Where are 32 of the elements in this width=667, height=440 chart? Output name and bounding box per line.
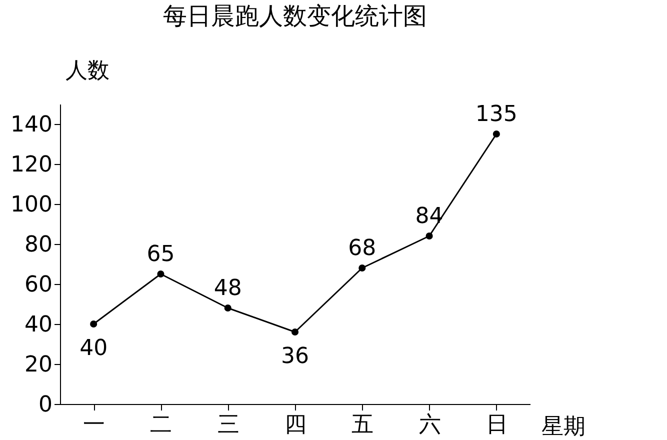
x-tick-label: 日 [486,412,508,438]
data-label: 65 [146,242,175,267]
y-tick-label: 0 [38,392,52,418]
data-label: 40 [80,336,108,361]
y-tick-label: 40 [24,312,52,338]
x-tick-label: 六 [418,412,441,438]
y-tick-label: 100 [10,192,52,218]
point [358,264,366,272]
point [157,270,164,278]
chart-title: 每日晨跑人数变化统计图 [163,2,427,30]
data-label: 48 [214,276,242,301]
y-tick-label: 120 [10,152,52,178]
point [492,130,500,138]
x-axis-title: 星期 [542,414,586,440]
x-tick-label: 一 [83,412,106,438]
x-tick-label: 二 [150,412,172,438]
point [224,304,232,312]
y-axis-title: 人数 [66,58,110,84]
point [291,328,299,336]
y-tick-label: 140 [10,112,52,138]
y-tick-label: 20 [24,352,52,378]
x-tick-label: 五 [352,412,374,438]
data-label: 36 [281,344,309,369]
point [90,320,98,328]
y-tick-label: 80 [24,232,52,258]
data-label: 84 [415,204,444,229]
point [426,232,433,240]
data-label: 68 [348,236,376,261]
x-tick-label: 三 [217,412,240,438]
y-tick-label: 60 [24,272,52,298]
data-label: 135 [475,102,518,127]
x-tick-label: 四 [284,412,306,438]
